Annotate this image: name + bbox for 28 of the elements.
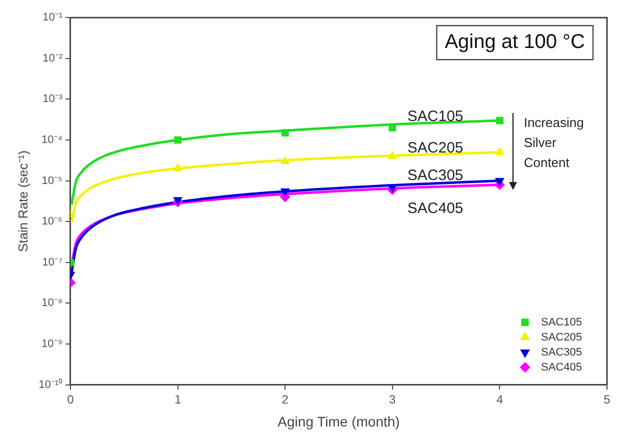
annotation: SAC305	[407, 166, 464, 184]
y-tick-label: 10⁻⁸	[42, 297, 62, 310]
annotation: Increasing Silver Content	[524, 114, 584, 170]
y-tick-label: 10⁻⁵	[42, 174, 62, 187]
legend-label: SAC405	[541, 361, 582, 374]
x-tick-label: 3	[389, 392, 396, 406]
y-tick-label: 10⁻¹	[42, 12, 63, 24]
x-tick-label: 0	[67, 392, 74, 406]
x-tick-label: 4	[496, 392, 504, 406]
x-axis-title: Aging Time (month)	[278, 413, 400, 430]
x-tick-label: 1	[174, 392, 182, 406]
legend-label: SAC105	[541, 316, 582, 328]
y-tick-label: 10⁻⁴	[42, 134, 63, 146]
y-tick-label: 10⁻²	[42, 52, 63, 64]
legend-label: SAC305	[541, 346, 582, 358]
y-tick-label: 10⁻⁶	[42, 216, 62, 228]
legend-label: SAC205	[541, 331, 582, 344]
y-tick-label: 10⁻⁷	[42, 256, 63, 268]
y-tick-label: 10⁻³	[42, 93, 63, 106]
annotation: SAC205	[407, 139, 464, 156]
annotation: SAC405	[407, 200, 464, 217]
x-tick-label: 2	[282, 392, 289, 406]
y-tick-label: 10⁻⁹	[42, 338, 62, 350]
y-axis-title: Stain Rate (sec⁻¹)	[15, 150, 30, 252]
y-tick-label: 10⁻¹⁰	[38, 378, 62, 391]
annotation: SAC105	[407, 108, 464, 126]
text: Aging at 100 °C	[444, 31, 585, 54]
x-tick-label: 5	[604, 392, 611, 406]
